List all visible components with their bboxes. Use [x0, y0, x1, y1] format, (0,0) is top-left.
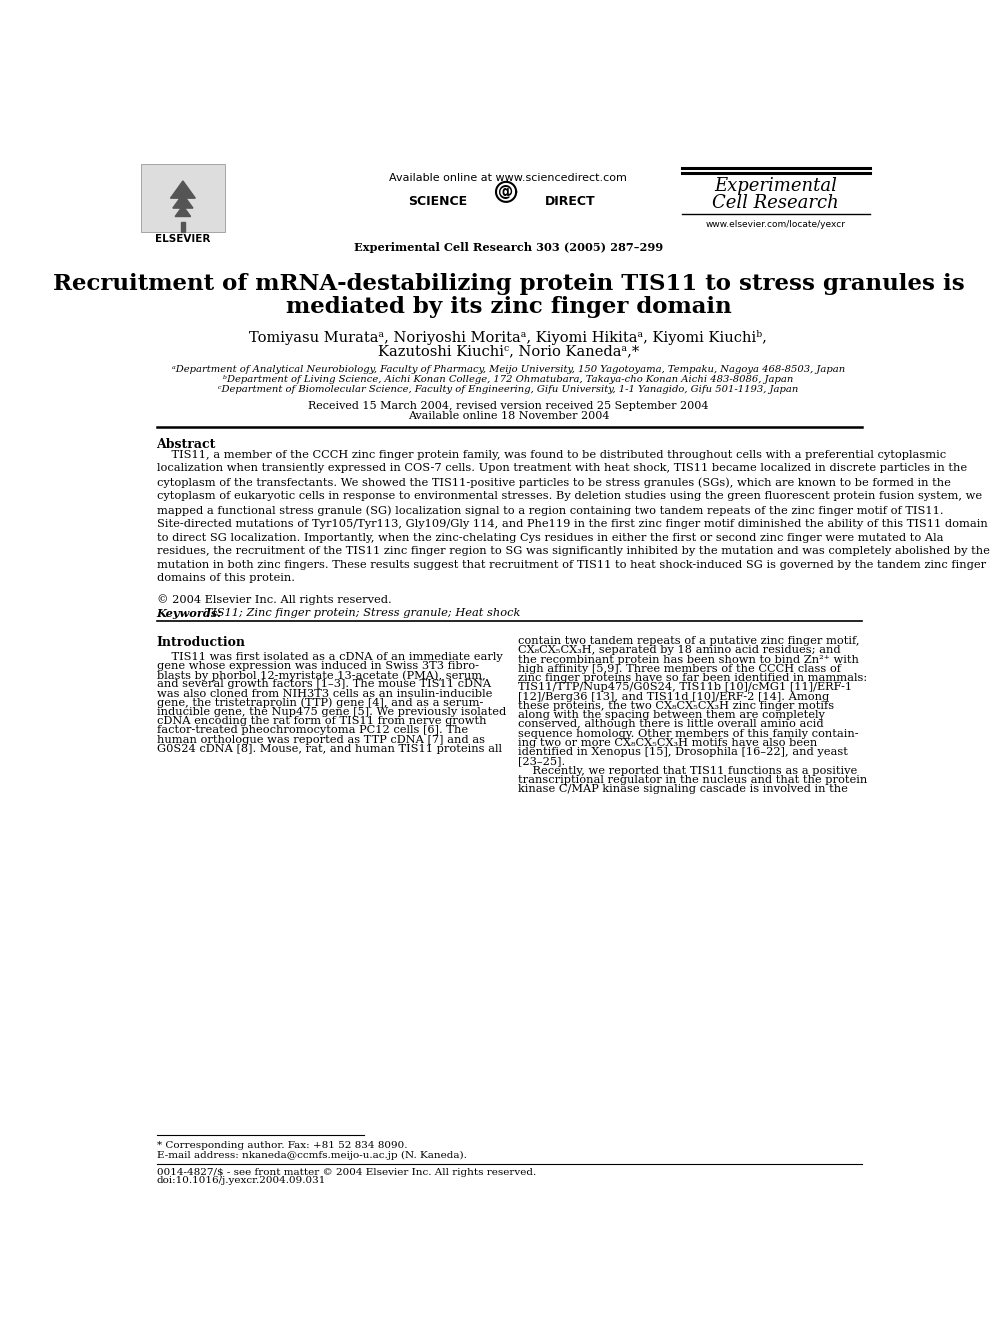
- Text: Cell Research: Cell Research: [712, 194, 839, 212]
- Text: Abstract: Abstract: [157, 438, 216, 451]
- Text: zinc finger proteins have so far been identified in mammals:: zinc finger proteins have so far been id…: [518, 673, 867, 683]
- Text: Keywords:: Keywords:: [157, 609, 222, 619]
- Text: transcriptional regulator in the nucleus and that the protein: transcriptional regulator in the nucleus…: [518, 775, 867, 785]
- Text: Recently, we reported that TIS11 functions as a positive: Recently, we reported that TIS11 functio…: [518, 766, 857, 775]
- Text: along with the spacing between them are completely: along with the spacing between them are …: [518, 710, 824, 720]
- Text: Introduction: Introduction: [157, 636, 246, 650]
- Text: Tomiyasu Murataᵃ, Noriyoshi Moritaᵃ, Kiyomi Hikitaᵃ, Kiyomi Kiuchiᵇ,: Tomiyasu Murataᵃ, Noriyoshi Moritaᵃ, Kiy…: [249, 329, 768, 345]
- Text: ing two or more CX₈CX₅CX₃H motifs have also been: ing two or more CX₈CX₅CX₃H motifs have a…: [518, 738, 817, 747]
- Text: @: @: [498, 184, 514, 200]
- Text: SCIENCE: SCIENCE: [408, 194, 467, 208]
- Text: CX₈CX₅CX₃H, separated by 18 amino acid residues; and: CX₈CX₅CX₃H, separated by 18 amino acid r…: [518, 646, 840, 655]
- Text: Kazutoshi Kiuchiᶜ, Norio Kanedaᵃ,*: Kazutoshi Kiuchiᶜ, Norio Kanedaᵃ,*: [378, 344, 639, 359]
- Polygon shape: [173, 194, 193, 208]
- Text: www.elsevier.com/locate/yexcr: www.elsevier.com/locate/yexcr: [705, 220, 846, 229]
- Text: ·: ·: [555, 194, 558, 205]
- Text: ᵇDepartment of Living Science, Aichi Konan College, 172 Ohmatubara, Takaya-cho K: ᵇDepartment of Living Science, Aichi Kon…: [223, 376, 794, 384]
- Bar: [141, 164, 225, 232]
- Text: 0014-4827/$ - see front matter © 2004 Elsevier Inc. All rights reserved.: 0014-4827/$ - see front matter © 2004 El…: [157, 1168, 536, 1177]
- Text: ᶜDepartment of Biomolecular Science, Faculty of Engineering, Gifu University, 1-: ᶜDepartment of Biomolecular Science, Fac…: [218, 385, 799, 394]
- Text: high affinity [5,9]. Three members of the CCCH class of: high affinity [5,9]. Three members of th…: [518, 664, 840, 673]
- Text: TIS11, a member of the CCCH zinc finger protein family, was found to be distribu: TIS11, a member of the CCCH zinc finger …: [157, 450, 989, 583]
- Text: inducible gene, the Nup475 gene [5]. We previously isolated: inducible gene, the Nup475 gene [5]. We …: [157, 706, 506, 717]
- Text: Available online at www.sciencedirect.com: Available online at www.sciencedirect.co…: [390, 172, 627, 183]
- Text: mediated by its zinc finger domain: mediated by its zinc finger domain: [286, 296, 731, 318]
- Polygon shape: [171, 181, 195, 198]
- Text: G0S24 cDNA [8]. Mouse, rat, and human TIS11 proteins all: G0S24 cDNA [8]. Mouse, rat, and human TI…: [157, 744, 502, 754]
- Text: Experimental: Experimental: [714, 177, 837, 196]
- Text: TIS11; Zinc finger protein; Stress granule; Heat shock: TIS11; Zinc finger protein; Stress granu…: [200, 609, 520, 618]
- Text: gene whose expression was induced in Swiss 3T3 fibro-: gene whose expression was induced in Swi…: [157, 660, 478, 671]
- Text: cDNA encoding the rat form of TIS11 from nerve growth: cDNA encoding the rat form of TIS11 from…: [157, 716, 486, 726]
- Text: the recombinant protein has been shown to bind Zn²⁺ with: the recombinant protein has been shown t…: [518, 655, 858, 664]
- Polygon shape: [181, 222, 186, 232]
- Text: ᵃDepartment of Analytical Neurobiology, Faculty of Pharmacy, Meijo University, 1: ᵃDepartment of Analytical Neurobiology, …: [172, 365, 845, 374]
- Text: doi:10.1016/j.yexcr.2004.09.031: doi:10.1016/j.yexcr.2004.09.031: [157, 1176, 326, 1185]
- Text: E-mail address: nkaneda@ccmfs.meijo-u.ac.jp (N. Kaneda).: E-mail address: nkaneda@ccmfs.meijo-u.ac…: [157, 1151, 466, 1160]
- Text: DIRECT: DIRECT: [545, 194, 595, 208]
- Text: conserved, although there is little overall amino acid: conserved, although there is little over…: [518, 720, 823, 729]
- Text: Recruitment of mRNA-destabilizing protein TIS11 to stress granules is: Recruitment of mRNA-destabilizing protei…: [53, 273, 964, 295]
- Text: gene, the tristetraprolin (TTP) gene [4], and as a serum-: gene, the tristetraprolin (TTP) gene [4]…: [157, 697, 483, 708]
- Polygon shape: [176, 206, 190, 217]
- Text: human orthologue was reported as TTP cDNA [7] and as: human orthologue was reported as TTP cDN…: [157, 734, 484, 745]
- Text: [23–25].: [23–25].: [518, 757, 565, 766]
- Text: these proteins, the two CX₈CX₅CX₃H zinc finger motifs: these proteins, the two CX₈CX₅CX₃H zinc …: [518, 701, 834, 710]
- Text: ELSEVIER: ELSEVIER: [155, 234, 210, 245]
- Text: TIS11/TTP/Nup475/G0S24, TIS11b [10]/cMG1 [11]/ERF-1: TIS11/TTP/Nup475/G0S24, TIS11b [10]/cMG1…: [518, 683, 852, 692]
- Text: and several growth factors [1–3]. The mouse TIS11 cDNA: and several growth factors [1–3]. The mo…: [157, 679, 491, 689]
- Text: kinase C/MAP kinase signaling cascade is involved in the: kinase C/MAP kinase signaling cascade is…: [518, 785, 847, 794]
- Text: was also cloned from NIH3T3 cells as an insulin-inducible: was also cloned from NIH3T3 cells as an …: [157, 688, 492, 699]
- Text: [12]/Berg36 [13], and TIS11d [10]/ERF-2 [14]. Among: [12]/Berg36 [13], and TIS11d [10]/ERF-2 …: [518, 692, 829, 701]
- Text: blasts by phorbol 12-myristate 13-acetate (PMA), serum,: blasts by phorbol 12-myristate 13-acetat…: [157, 669, 485, 680]
- Text: Received 15 March 2004, revised version received 25 September 2004: Received 15 March 2004, revised version …: [309, 401, 708, 411]
- Text: © 2004 Elsevier Inc. All rights reserved.: © 2004 Elsevier Inc. All rights reserved…: [157, 594, 391, 606]
- Text: Experimental Cell Research 303 (2005) 287–299: Experimental Cell Research 303 (2005) 28…: [354, 242, 663, 253]
- Text: * Corresponding author. Fax: +81 52 834 8090.: * Corresponding author. Fax: +81 52 834 …: [157, 1142, 407, 1150]
- Text: identified in Xenopus [15], Drosophila [16–22], and yeast: identified in Xenopus [15], Drosophila […: [518, 747, 847, 757]
- Text: TIS11 was first isolated as a cDNA of an immediate early: TIS11 was first isolated as a cDNA of an…: [157, 651, 502, 662]
- Text: factor-treated pheochromocytoma PC12 cells [6]. The: factor-treated pheochromocytoma PC12 cel…: [157, 725, 467, 736]
- Text: Available online 18 November 2004: Available online 18 November 2004: [408, 411, 609, 421]
- Text: contain two tandem repeats of a putative zinc finger motif,: contain two tandem repeats of a putative…: [518, 636, 859, 646]
- Text: sequence homology. Other members of this family contain-: sequence homology. Other members of this…: [518, 729, 858, 738]
